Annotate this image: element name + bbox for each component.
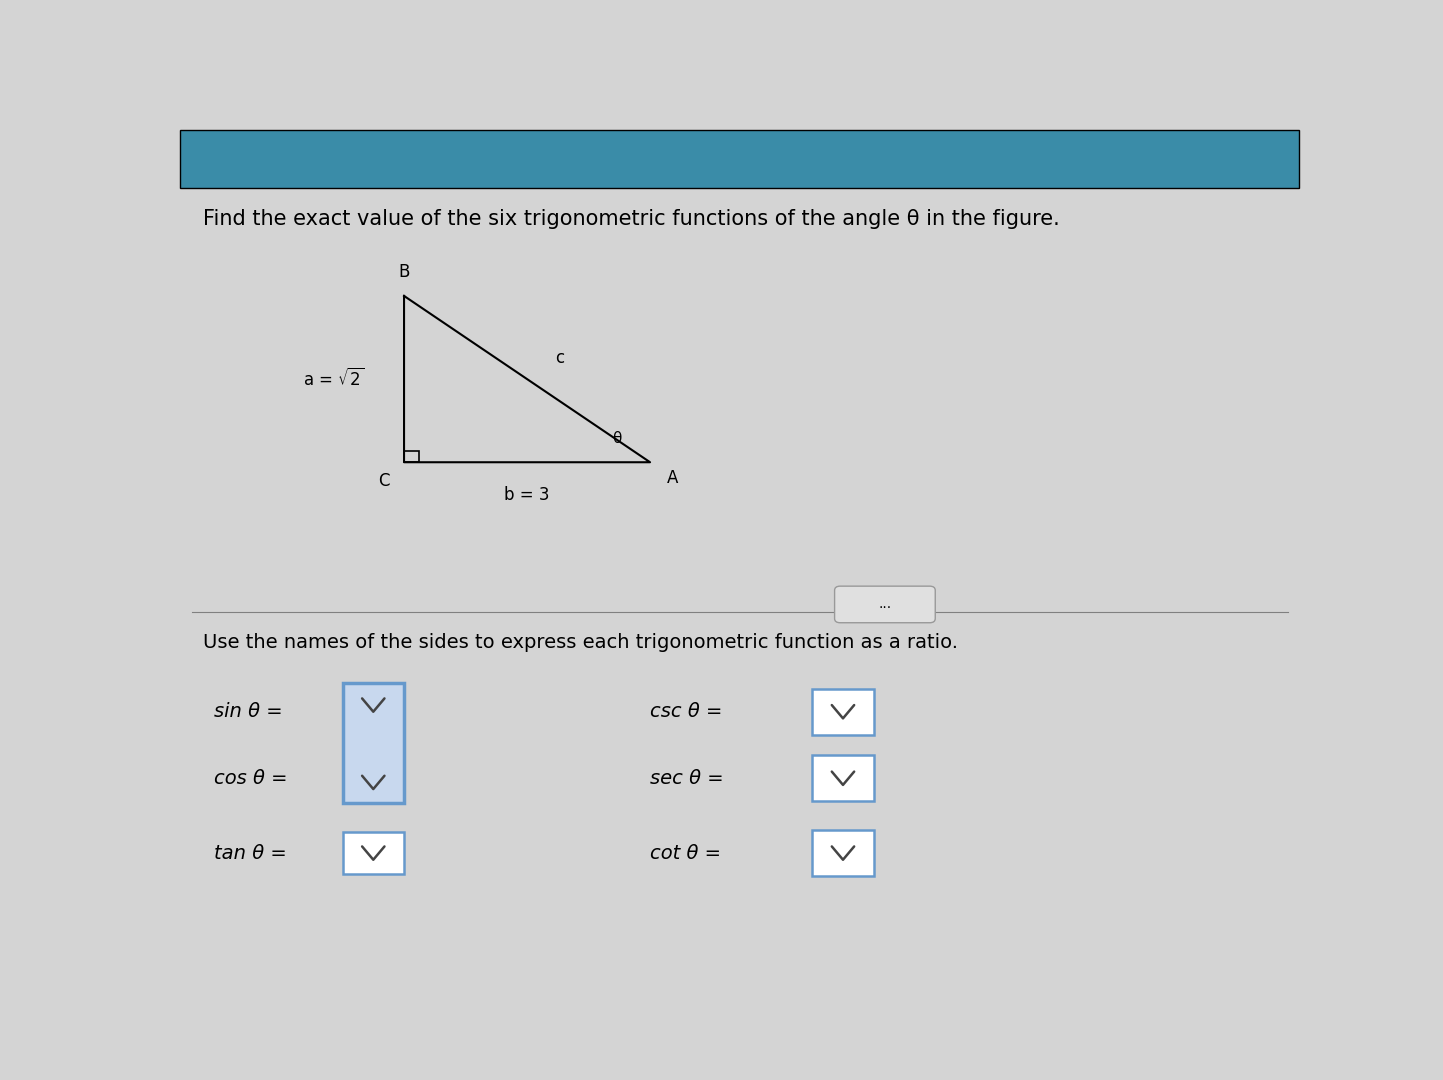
FancyBboxPatch shape [342,683,404,804]
Text: θ: θ [612,431,620,446]
Text: C: C [378,472,390,490]
FancyBboxPatch shape [812,755,874,801]
Text: csc θ =: csc θ = [649,702,723,721]
Text: ...: ... [879,596,892,610]
FancyBboxPatch shape [812,689,874,734]
Text: a = $\sqrt{2}$: a = $\sqrt{2}$ [303,368,365,390]
Text: sin θ =: sin θ = [214,702,283,721]
Text: tan θ =: tan θ = [214,843,287,863]
Text: c: c [556,349,564,367]
FancyBboxPatch shape [180,130,1299,188]
Text: b = 3: b = 3 [504,486,550,503]
Text: B: B [398,262,410,281]
Text: cos θ =: cos θ = [214,769,287,787]
Text: Find the exact value of the six trigonometric functions of the angle θ in the fi: Find the exact value of the six trigonom… [202,208,1059,229]
Text: A: A [667,469,678,487]
FancyBboxPatch shape [812,831,874,876]
FancyBboxPatch shape [834,586,935,623]
Text: Use the names of the sides to express each trigonometric function as a ratio.: Use the names of the sides to express ea… [202,633,958,651]
Text: sec θ =: sec θ = [649,769,724,787]
Text: cot θ =: cot θ = [649,843,722,863]
FancyBboxPatch shape [342,833,404,874]
